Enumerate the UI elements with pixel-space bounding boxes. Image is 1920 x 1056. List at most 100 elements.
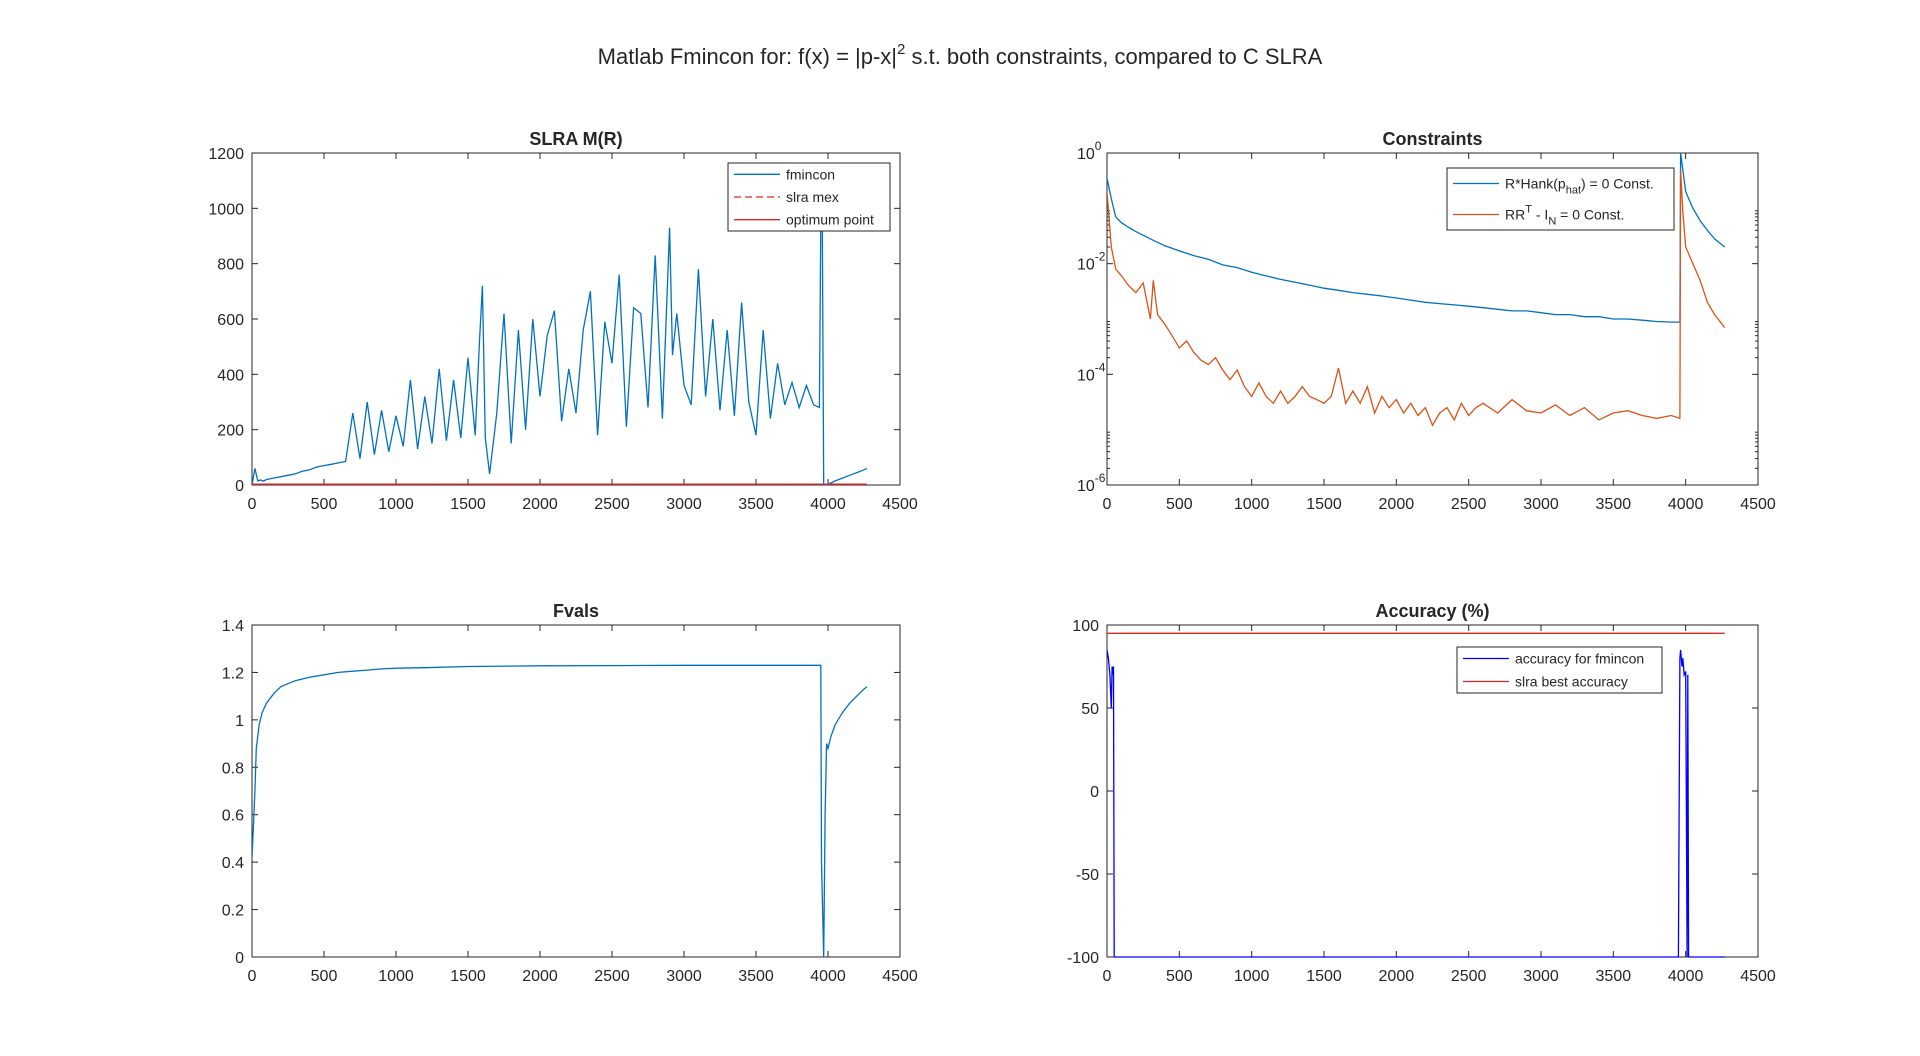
series-line xyxy=(1107,152,1726,323)
x-tick-label: 3000 xyxy=(1523,968,1559,985)
x-tick-label: 4000 xyxy=(1668,968,1704,985)
x-tick-label: 4000 xyxy=(810,496,846,513)
x-tick-label: 500 xyxy=(311,496,338,513)
y-tick-label: 100 xyxy=(1072,618,1099,635)
y-tick-base: 10 xyxy=(1077,146,1095,163)
series-line xyxy=(1107,649,1725,958)
x-tick-label: 1000 xyxy=(1234,968,1270,985)
y-tick-label: 400 xyxy=(217,367,244,384)
x-tick-label: 1500 xyxy=(1306,968,1342,985)
y-tick-label: 0 xyxy=(235,950,244,967)
y-tick-exp: -4 xyxy=(1095,360,1106,374)
y-tick-label: 1000 xyxy=(208,201,244,218)
series-line xyxy=(252,664,868,958)
y-tick-base: 10 xyxy=(1077,367,1095,384)
axes-title: Accuracy (%) xyxy=(1375,601,1489,621)
x-tick-label: 1500 xyxy=(1306,496,1342,513)
x-tick-label: 4000 xyxy=(810,968,846,985)
x-tick-label: 3500 xyxy=(1596,496,1632,513)
constraints-axes: 0 500 1000 1500 2000 2500 3000 3500 4000 450010-6… xyxy=(1077,129,1776,513)
x-tick-label: 2500 xyxy=(594,496,630,513)
x-tick-label: 1000 xyxy=(1234,496,1270,513)
y-tick-base: 10 xyxy=(1077,257,1095,274)
x-tick-label: 1500 xyxy=(450,496,486,513)
x-tick-label: 1000 xyxy=(378,496,414,513)
y-tick-label: 10-4 xyxy=(1077,360,1106,384)
x-tick-label: 2000 xyxy=(1379,496,1415,513)
x-tick-label: 1500 xyxy=(450,968,486,985)
y-tick-label: 1.2 xyxy=(222,665,244,682)
legend-label: optimum point xyxy=(786,212,874,228)
y-tick-label: 0.4 xyxy=(222,855,244,872)
x-tick-label: 4500 xyxy=(1740,496,1776,513)
y-tick-label: 10-2 xyxy=(1077,250,1106,274)
x-tick-label: 2000 xyxy=(1379,968,1415,985)
y-tick-label: 100 xyxy=(1077,139,1102,163)
y-tick-label: 0.2 xyxy=(222,903,244,920)
y-tick-label: 10-6 xyxy=(1077,471,1106,495)
y-tick-label: -50 xyxy=(1076,867,1099,884)
x-tick-label: 2500 xyxy=(1451,496,1487,513)
legend-box xyxy=(1456,646,1663,694)
axes-title: SLRA M(R) xyxy=(529,129,622,149)
x-tick-label: 0 xyxy=(1103,496,1112,513)
x-tick-label: 0 xyxy=(1103,968,1112,985)
y-tick-label: 1.4 xyxy=(222,618,244,635)
x-tick-label: 2500 xyxy=(1451,968,1487,985)
y-tick-label: 200 xyxy=(217,423,244,440)
x-tick-label: 500 xyxy=(1166,968,1193,985)
y-tick-label: 0.6 xyxy=(222,808,244,825)
x-tick-label: 1000 xyxy=(378,968,414,985)
y-tick-base: 10 xyxy=(1077,478,1095,495)
x-tick-label: 2000 xyxy=(522,496,558,513)
legend-label: slra best accuracy xyxy=(1515,674,1628,690)
x-tick-label: 500 xyxy=(311,968,338,985)
x-tick-label: 3500 xyxy=(738,968,774,985)
figure-title: Matlab Fmincon for: f(x) = |p-x|2 s.t. b… xyxy=(598,41,1323,69)
y-tick-label: 800 xyxy=(217,257,244,274)
y-tick-exp: 0 xyxy=(1095,139,1102,153)
x-tick-label: 4000 xyxy=(1668,496,1704,513)
legend: fmincon slra mex optimum point xyxy=(727,162,891,232)
x-tick-label: 500 xyxy=(1166,496,1193,513)
x-tick-label: 3000 xyxy=(666,968,702,985)
x-tick-label: 3000 xyxy=(1523,496,1559,513)
legend-label: slra mex xyxy=(786,189,839,205)
slra-axes: 0 500 1000 1500 2000 2500 3000 3500 4000 4500 0 200… xyxy=(208,129,917,513)
legend-box xyxy=(1446,167,1675,231)
legend: R*Hank(phat) = 0 Const. RRT - IN = 0 Cons… xyxy=(1446,167,1675,231)
axes-title: Fvals xyxy=(553,601,599,621)
legend-label: R*Hank(phat) = 0 Const. xyxy=(1505,176,1654,197)
legend-label: fmincon xyxy=(786,166,835,182)
x-tick-label: 3500 xyxy=(1596,968,1632,985)
x-tick-label: 0 xyxy=(248,968,257,985)
legend: accuracy for fmincon slra best accuracy xyxy=(1456,646,1663,694)
legend-label: accuracy for fmincon xyxy=(1515,651,1644,667)
y-tick-label: 50 xyxy=(1081,701,1099,718)
series-line xyxy=(252,208,868,486)
x-tick-label: 2500 xyxy=(594,968,630,985)
x-tick-label: 4500 xyxy=(882,496,918,513)
series-line xyxy=(1107,169,1726,427)
x-tick-label: 3000 xyxy=(666,496,702,513)
y-tick-label: -100 xyxy=(1067,950,1099,967)
legend-label: RRT - IN = 0 Const. xyxy=(1505,204,1624,228)
x-tick-label: 4500 xyxy=(882,968,918,985)
accuracy-axes: 0 500 1000 1500 2000 2500 3000 3500 4000 4500-100… xyxy=(1067,601,1776,985)
y-tick-label: 0.8 xyxy=(222,760,244,777)
x-tick-label: 4500 xyxy=(1740,968,1776,985)
y-tick-exp: -2 xyxy=(1095,250,1106,264)
axes-title: Constraints xyxy=(1382,129,1482,149)
fvals-axes: 0 500 1000 1500 2000 2500 3000 3500 4000 4500 0 0.2… xyxy=(222,601,918,985)
y-tick-exp: -6 xyxy=(1095,471,1106,485)
plot-area xyxy=(251,624,901,958)
x-tick-label: 2000 xyxy=(522,968,558,985)
x-tick-label: 3500 xyxy=(738,496,774,513)
y-tick-label: 0 xyxy=(1090,784,1099,801)
y-tick-label: 600 xyxy=(217,312,244,329)
x-tick-label: 0 xyxy=(248,496,257,513)
y-tick-label: 1200 xyxy=(208,146,244,163)
y-tick-label: 1 xyxy=(235,713,244,730)
y-tick-label: 0 xyxy=(235,478,244,495)
